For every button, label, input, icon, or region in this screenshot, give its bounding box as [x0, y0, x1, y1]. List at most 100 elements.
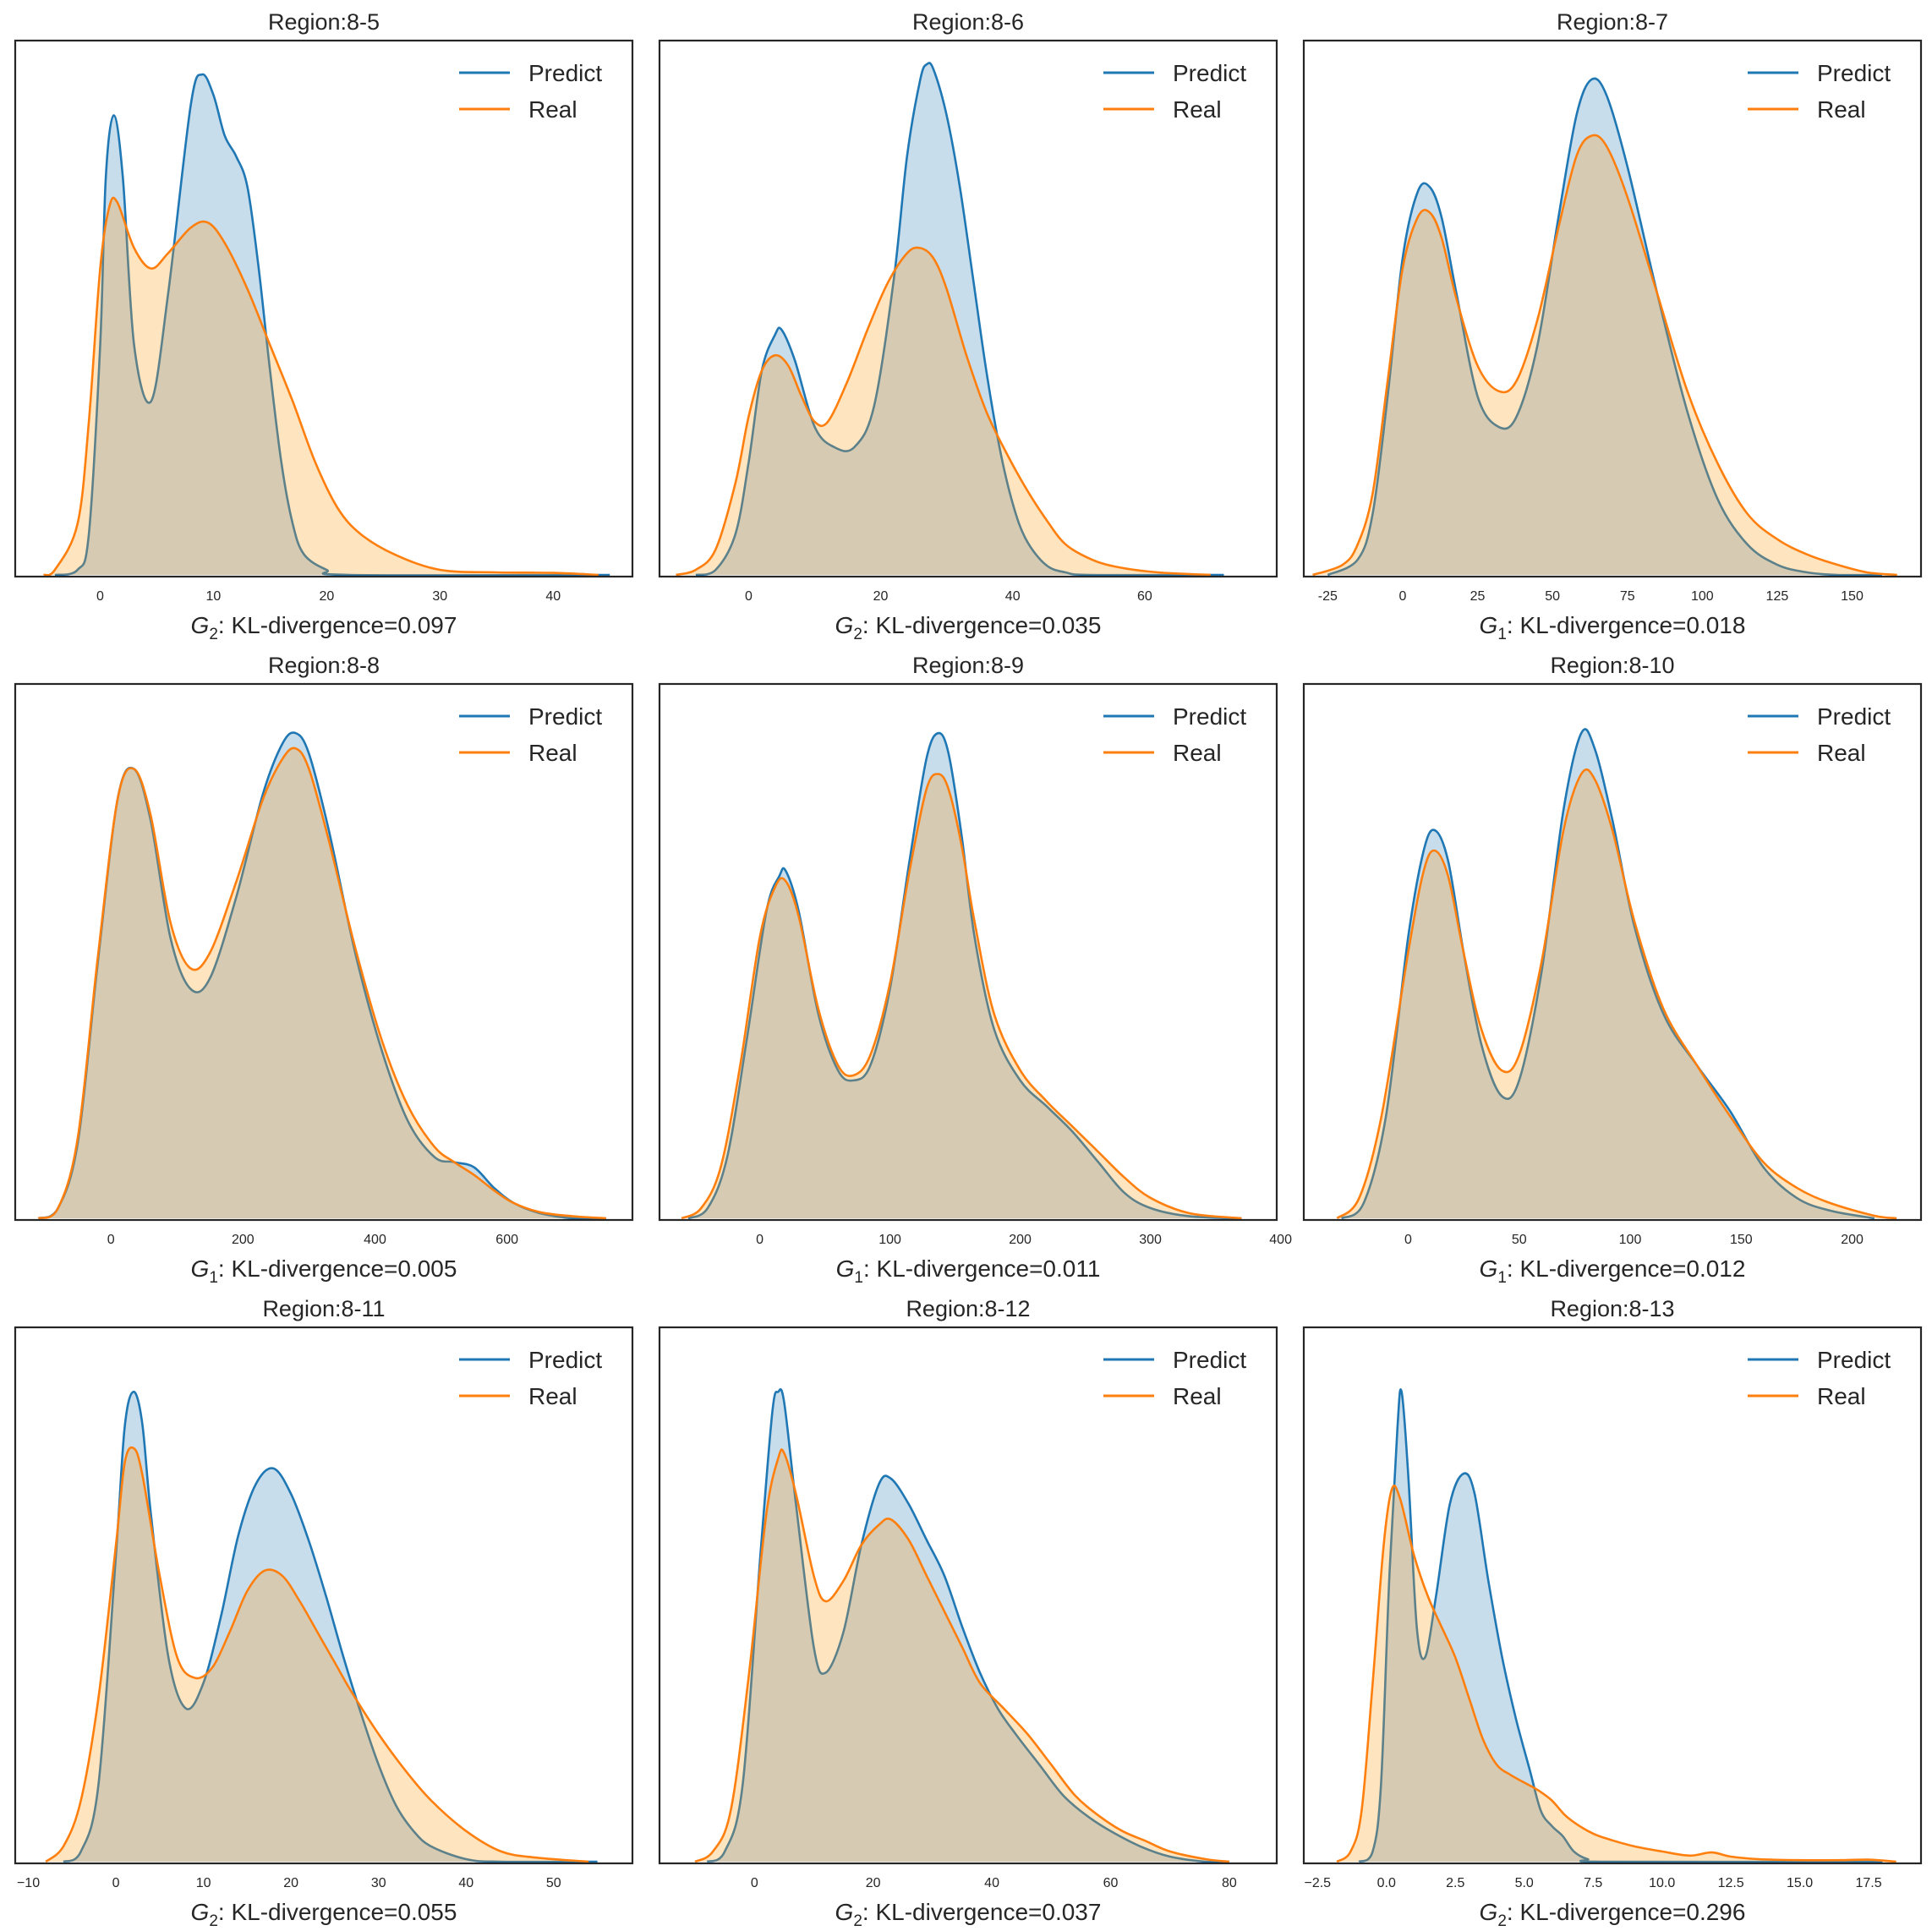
- x-tick-label: 20: [866, 1876, 881, 1890]
- legend-label-real: Real: [1173, 1383, 1222, 1409]
- density-line-real: [694, 1448, 1229, 1863]
- x-tick-label: 40: [984, 1876, 999, 1890]
- axes-frame: [14, 1326, 634, 1865]
- x-tick-label: 0: [756, 1233, 763, 1247]
- density-fill-predict: [63, 1392, 598, 1863]
- x-tick-label: 400: [1269, 1233, 1292, 1247]
- x-tick-label: 0: [1398, 589, 1406, 604]
- legend: Predict Real: [1748, 1347, 1891, 1409]
- density-line-predict: [695, 62, 1224, 577]
- density-line-predict: [706, 1388, 1229, 1863]
- axes-frame: [658, 39, 1278, 578]
- subplot-title: Region:8-10: [1550, 653, 1674, 678]
- x-tick-label: 7.5: [1584, 1876, 1602, 1890]
- density-fill-predict: [38, 732, 606, 1219]
- subplot-title: Region:8-8: [268, 653, 380, 678]
- subplot-6: Region:8-10 0 50 100 150 200 G1: KL-divergence…: [1302, 653, 1923, 1287]
- x-tick-label: 0: [112, 1876, 120, 1890]
- x-tick-label: 40: [545, 589, 561, 604]
- density-line-real: [1336, 768, 1897, 1220]
- subplot-5: Region:8-9 0 100 200 300 400 G1: KL-divergence…: [658, 653, 1292, 1287]
- density-fill-real: [681, 774, 1242, 1218]
- x-tick-label: 150: [1841, 589, 1864, 604]
- axes-frame: [14, 39, 634, 578]
- x-tick-label: 400: [364, 1233, 386, 1247]
- legend-label-real: Real: [528, 1383, 577, 1409]
- subplot-1: Region:8-5 0 10 20 30 40 G2: KL-divergence=0.0…: [14, 9, 634, 643]
- x-tick-label: 5.0: [1515, 1876, 1534, 1890]
- subplot-8: Region:8-12 0 20 40 60 80 G2: KL-divergence=0.…: [658, 1296, 1278, 1930]
- x-tick-label: 0: [96, 589, 104, 604]
- x-axis-label: G2: KL-divergence=0.035: [835, 612, 1102, 643]
- density-fill-predict: [707, 1389, 1229, 1863]
- legend: Predict Real: [1748, 703, 1891, 766]
- density-line-real: [676, 246, 1211, 577]
- x-tick-label: 0: [107, 1233, 115, 1247]
- subplot-title: Region:8-13: [1550, 1296, 1674, 1321]
- x-tick-label: 100: [1619, 1233, 1642, 1247]
- x-axis-label: G2: KL-divergence=0.097: [191, 612, 457, 643]
- density-line-real: [1312, 134, 1897, 577]
- x-tick-label: 20: [873, 589, 889, 604]
- density-fill-real: [43, 197, 599, 576]
- x-axis-label: G2: KL-divergence=0.037: [835, 1899, 1102, 1930]
- legend-label-predict: Predict: [1173, 1347, 1246, 1373]
- x-tick-label: 100: [1691, 589, 1714, 604]
- legend-label-predict: Predict: [1173, 60, 1246, 86]
- legend: Predict Real: [1748, 60, 1891, 123]
- axes-frame: [1302, 39, 1923, 578]
- density-fill-real: [1337, 1485, 1896, 1862]
- density-fill-predict: [687, 733, 1242, 1218]
- density-line-predict: [1340, 728, 1875, 1220]
- x-axis-label: G1: KL-divergence=0.012: [1480, 1255, 1746, 1287]
- x-tick-label: -25: [1318, 589, 1338, 604]
- density-fill-real: [676, 247, 1211, 575]
- density-fill-predict: [1359, 1389, 1883, 1863]
- x-tick-label: 20: [283, 1876, 298, 1890]
- legend-label-real: Real: [1817, 96, 1866, 123]
- subplot-title: Region:8-9: [912, 653, 1024, 678]
- legend-label-real: Real: [1817, 740, 1866, 766]
- x-tick-label: 10: [206, 589, 222, 604]
- x-tick-label: 60: [1137, 589, 1152, 604]
- density-fill-predict: [1327, 78, 1882, 576]
- x-tick-label: 150: [1730, 1233, 1753, 1247]
- x-tick-label: −10: [17, 1876, 40, 1890]
- density-line-real: [1336, 1485, 1896, 1863]
- x-tick-label: 2.5: [1446, 1876, 1464, 1890]
- subplot-7: Region:8-11 −10 0 10 20 30 40 50 G2: KL-divergen…: [14, 1296, 634, 1930]
- density-line-real: [681, 773, 1242, 1220]
- subplot-3: Region:8-7 -25 0 25 50 75 100 125 150 G1: KL-dive…: [1302, 9, 1923, 643]
- x-tick-label: 100: [878, 1233, 901, 1247]
- density-fill-real: [46, 1447, 589, 1862]
- legend: Predict Real: [1103, 60, 1246, 123]
- x-tick-label: 80: [1222, 1876, 1237, 1890]
- x-tick-label: 50: [546, 1876, 561, 1890]
- x-axis-label: G1: KL-divergence=0.011: [836, 1255, 1101, 1287]
- x-tick-label: 125: [1766, 589, 1789, 604]
- x-tick-label: 30: [371, 1876, 386, 1890]
- legend-label-predict: Predict: [528, 1347, 602, 1373]
- legend-label-predict: Predict: [1173, 703, 1246, 730]
- x-tick-label: 0: [745, 589, 753, 604]
- x-tick-label: 10: [196, 1876, 211, 1890]
- x-tick-label: 0.0: [1377, 1876, 1396, 1890]
- density-fill-real: [695, 1449, 1229, 1862]
- density-fill-real: [38, 747, 606, 1218]
- x-axis-label: G2: KL-divergence=0.296: [1480, 1899, 1746, 1930]
- x-tick-label: 0: [751, 1876, 758, 1890]
- x-tick-label: 30: [432, 589, 447, 604]
- subplot-title: Region:8-5: [268, 9, 380, 35]
- density-fill-predict: [54, 74, 610, 576]
- legend-label-real: Real: [528, 96, 577, 123]
- x-axis-label: G1: KL-divergence=0.018: [1480, 612, 1746, 643]
- density-line-real: [42, 196, 599, 577]
- subplot-4: Region:8-8 0 200 400 600 G1: KL-divergence=0.…: [14, 653, 634, 1287]
- legend-label-real: Real: [528, 740, 577, 766]
- legend: Predict Real: [459, 1347, 602, 1409]
- x-tick-label: 300: [1139, 1233, 1162, 1247]
- x-axis-label: G2: KL-divergence=0.055: [191, 1899, 457, 1930]
- x-tick-label: 200: [232, 1233, 254, 1247]
- x-tick-label: 50: [1545, 589, 1560, 604]
